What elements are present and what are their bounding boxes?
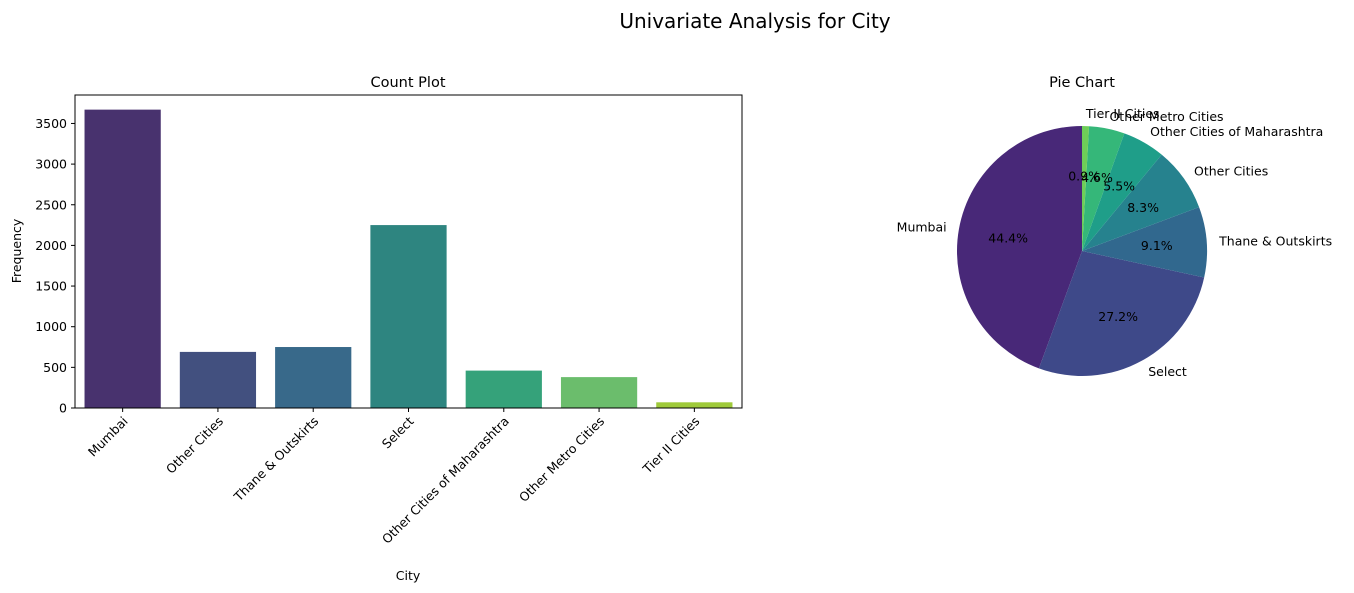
y-tick-label: 2500 xyxy=(35,197,67,212)
slice-percent-label: 27.2% xyxy=(1098,309,1138,324)
x-tick-label: Other Cities xyxy=(163,414,226,477)
y-tick-label: 3000 xyxy=(35,157,67,172)
bar-other-cities xyxy=(179,351,257,408)
x-axis-ticks: Mumbai Other Cities Thane & Outskirts Selec… xyxy=(85,408,702,547)
slice-label: Tier II Cities xyxy=(1085,106,1160,121)
y-tick-label: 1000 xyxy=(35,319,67,334)
slice-label: Mumbai xyxy=(897,219,947,234)
bar-select xyxy=(370,225,447,408)
slice-percent-label: 4.6% xyxy=(1081,170,1113,185)
x-tick-label: Other Metro Cities xyxy=(516,414,607,505)
plot-frame xyxy=(74,94,743,409)
y-tick-label: 0 xyxy=(59,401,67,416)
figure-title: Univariate Analysis for City xyxy=(619,9,890,33)
count-plot: Count Plot City Frequency 0 500 1000 1500 20… xyxy=(9,75,743,583)
bar-other-cities-of-maharashtra xyxy=(465,370,542,408)
y-tick-label: 500 xyxy=(43,360,67,375)
y-tick-label: 3500 xyxy=(35,116,67,131)
slice-tier-ii-cities xyxy=(1082,126,1090,251)
slice-label: Select xyxy=(1148,364,1187,379)
pie-slices xyxy=(957,126,1207,376)
slice-other-metro-cities xyxy=(1082,126,1125,251)
count-plot-title: Count Plot xyxy=(371,75,446,91)
count-plot-ylabel: Frequency xyxy=(9,218,24,283)
slice-label: Other Metro Cities xyxy=(1109,109,1223,124)
x-tick-label: Mumbai xyxy=(85,414,131,460)
slice-mumbai xyxy=(957,126,1082,369)
pie-labels: Mumbai 44.4% Select 27.2% Thane & Outskirts 9… xyxy=(897,106,1332,379)
y-tick-label: 2000 xyxy=(35,238,67,253)
slice-label: Thane & Outskirts xyxy=(1218,234,1332,249)
slice-percent-label: 9.1% xyxy=(1141,238,1173,253)
slice-percent-label: 8.3% xyxy=(1127,200,1159,215)
slice-percent-label: 44.4% xyxy=(988,230,1028,245)
slice-percent-label: 0.9% xyxy=(1068,169,1100,184)
pie-chart-title: Pie Chart xyxy=(1049,75,1115,91)
bar-tier-ii-cities xyxy=(656,402,733,408)
bar-other-metro-cities xyxy=(560,377,638,408)
y-axis-ticks: 0 500 1000 1500 2000 2500 3000 3500 xyxy=(35,116,75,416)
slice-label: Other Cities of Maharashtra xyxy=(1150,124,1323,139)
slice-other-cities-of-maharashtra xyxy=(1082,133,1162,251)
x-tick-label: Select xyxy=(379,413,417,451)
slice-select xyxy=(1038,251,1205,376)
bar-series xyxy=(84,109,733,409)
slice-thane-and-outskirts xyxy=(1082,207,1207,278)
y-tick-label: 1500 xyxy=(35,279,67,294)
slice-percent-label: 5.5% xyxy=(1103,178,1135,193)
pie-chart: Pie Chart Mumbai 44.4% Select 27.2% Thane & … xyxy=(897,75,1332,379)
x-tick-label: Tier II Cities xyxy=(639,414,702,477)
bar-thane-and-outskirts xyxy=(275,347,352,408)
x-tick-label: Thane & Outskirts xyxy=(230,414,321,505)
count-plot-xlabel: City xyxy=(396,568,421,583)
slice-other-cities xyxy=(1082,154,1200,251)
bar-mumbai xyxy=(84,109,161,409)
slice-label: Other Cities xyxy=(1194,164,1268,179)
